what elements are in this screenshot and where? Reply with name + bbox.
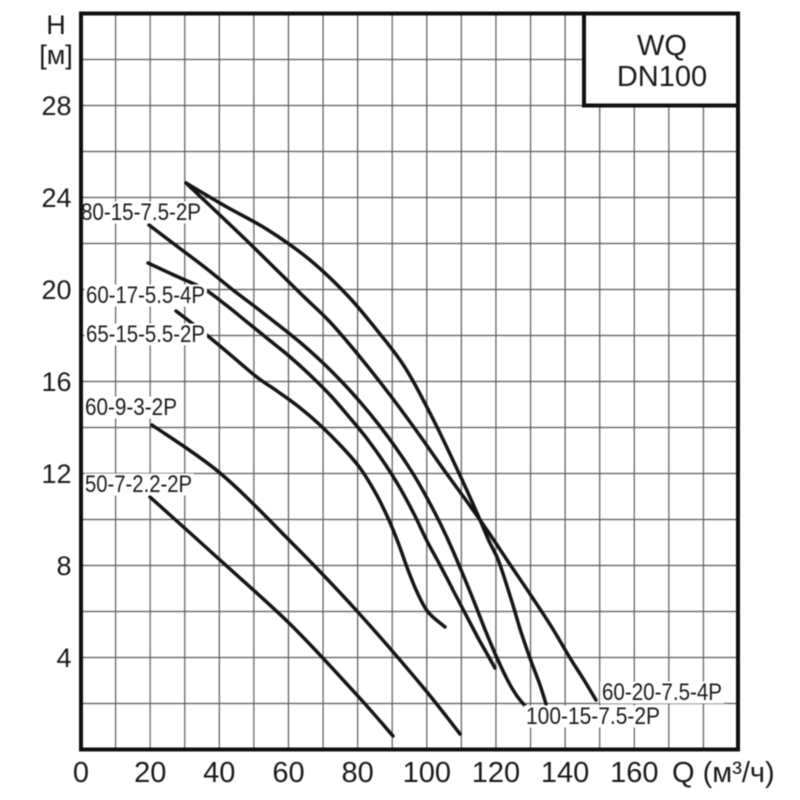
svg-text:100: 100: [403, 757, 451, 789]
svg-text:60-9-3-2P: 60-9-3-2P: [85, 394, 177, 421]
svg-text:80: 80: [341, 757, 373, 789]
svg-text:DN100: DN100: [617, 61, 707, 93]
svg-text:H: H: [46, 10, 66, 40]
svg-text:0: 0: [73, 757, 89, 789]
svg-text:40: 40: [203, 757, 235, 789]
svg-text:140: 140: [541, 757, 589, 789]
svg-text:Q (м³/ч): Q (м³/ч): [672, 757, 775, 789]
svg-text:16: 16: [41, 367, 71, 397]
svg-text:24: 24: [41, 183, 71, 213]
svg-text:60: 60: [272, 757, 304, 789]
svg-text:[м]: [м]: [39, 40, 73, 70]
svg-text:60-17-5.5-4P: 60-17-5.5-4P: [86, 282, 205, 309]
svg-text:80-15-7.5-2P: 80-15-7.5-2P: [81, 199, 201, 226]
svg-text:100-15-7.5-2P: 100-15-7.5-2P: [526, 703, 660, 730]
svg-text:20: 20: [134, 757, 166, 789]
svg-text:160: 160: [610, 757, 658, 789]
svg-text:8: 8: [56, 551, 71, 581]
svg-text:60-20-7.5-4P: 60-20-7.5-4P: [602, 679, 722, 706]
svg-text:28: 28: [41, 91, 71, 121]
svg-text:20: 20: [41, 275, 71, 305]
svg-text:65-15-5.5-2P: 65-15-5.5-2P: [86, 321, 205, 348]
svg-text:4: 4: [56, 643, 71, 673]
svg-text:WQ: WQ: [637, 30, 687, 62]
svg-text:12: 12: [41, 459, 71, 489]
svg-text:120: 120: [472, 757, 520, 789]
svg-text:50-7-2.2-2P: 50-7-2.2-2P: [85, 471, 192, 498]
